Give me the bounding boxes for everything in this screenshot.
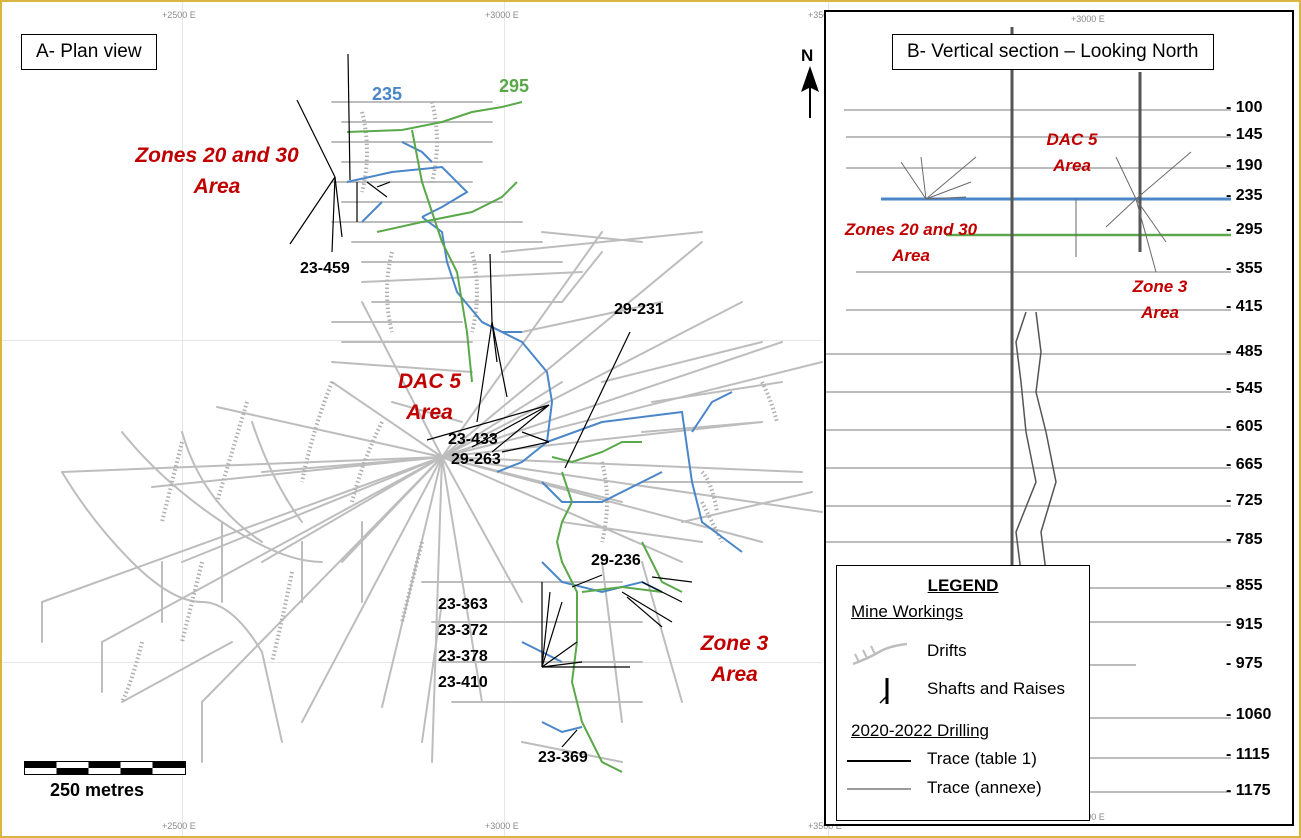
drill-traces-section [900, 151, 1192, 273]
level-depth-label: - 485 [1226, 343, 1263, 360]
coord-label: +3000 E [1071, 14, 1105, 24]
area-line: Zone 3 [1132, 277, 1188, 296]
north-arrow-label: N [801, 46, 814, 65]
level-depth-label: - 145 [1226, 126, 1263, 143]
area-line: Area [193, 175, 241, 198]
trace-table1-swatch [847, 760, 911, 762]
scale-bar: 250 metres [24, 761, 186, 800]
drillhole-label: 29-236 [591, 552, 641, 569]
level-depth-label: - 100 [1226, 99, 1263, 116]
area-line: Area [1141, 303, 1179, 322]
legend-item: Drifts [927, 641, 967, 660]
legend-item: Shafts and Raises [927, 679, 1065, 698]
zones-20-30-area-label: Zones 20 and 30 Area [122, 140, 312, 202]
level-295-label: 295 [499, 76, 530, 96]
level-depth-label: - 605 [1226, 418, 1263, 435]
section-zones-20-30-label: Zones 20 and 30 Area [836, 217, 986, 269]
legend-item: Trace (table 1) [927, 749, 1037, 768]
coord-label: +3000 E [485, 10, 519, 20]
legend-heading: Mine Workings [851, 602, 964, 621]
section-dac5-label: DAC 5 Area [1032, 127, 1112, 179]
coord-label: +2500 E [162, 821, 196, 831]
area-line: Area [892, 246, 930, 265]
drillhole-label: 23-372 [438, 622, 488, 639]
drillhole-label: 23-369 [538, 749, 588, 766]
area-line: Zones 20 and 30 [844, 220, 978, 239]
area-line: DAC 5 [1046, 130, 1098, 149]
scale-bar-label: 250 metres [50, 780, 145, 800]
area-line: DAC 5 [397, 370, 461, 393]
area-line: Zones 20 and 30 [135, 144, 299, 167]
level-depth-label: - 915 [1226, 616, 1263, 633]
drillhole-label: 23-378 [438, 648, 488, 665]
scale-bar-graphic [24, 761, 186, 775]
zone3-area-label: Zone 3 Area [687, 628, 782, 690]
drillhole-label: 29-231 [614, 301, 664, 318]
level-lines [826, 109, 1231, 793]
legend-item: Trace (annexe) [927, 778, 1042, 797]
area-line: Area [711, 663, 758, 686]
level-depth-label: - 1175 [1226, 782, 1271, 799]
plan-view-title: A- Plan view [21, 34, 157, 70]
legend-heading: 2020-2022 Drilling [851, 721, 989, 740]
north-arrow: N [799, 46, 821, 118]
north-arrow-icon [801, 66, 819, 118]
grid-line [2, 662, 822, 663]
level-depth-label: - 725 [1226, 492, 1263, 509]
level-depth-label: - 355 [1226, 260, 1263, 277]
grid-line [182, 2, 183, 836]
trace-annexe-swatch [847, 788, 911, 790]
area-line: Area [1053, 156, 1091, 175]
grid-line [2, 340, 822, 341]
level-depth-label: - 235 [1226, 187, 1263, 204]
dac5-area-label: DAC 5 Area [382, 366, 477, 428]
vertical-section-drawing [826, 27, 1231, 793]
drillhole-label: 23-433 [448, 431, 498, 448]
drifts-legend-icon [852, 642, 908, 666]
level-depth-label: - 855 [1226, 577, 1263, 594]
raises [1015, 311, 1057, 573]
level-depth-label: - 295 [1226, 221, 1263, 238]
section-zone3-label: Zone 3 Area [1120, 274, 1200, 326]
drillhole-label: 23-459 [300, 260, 350, 277]
plan-view-map [41, 53, 823, 773]
coord-label: +3500 E [808, 821, 842, 831]
legend-title: LEGEND [927, 576, 999, 595]
level-depth-label: - 190 [1226, 157, 1263, 174]
ramps-gray [120, 101, 779, 703]
level-depth-label: - 1060 [1226, 706, 1272, 723]
level-depth-label: - 665 [1226, 456, 1263, 473]
level-depth-label: - 1115 [1226, 746, 1270, 763]
shaft-legend-icon [879, 678, 889, 704]
legend: LEGEND Mine Workings Drifts Shafts and R… [836, 565, 1090, 821]
section-view-title: B- Vertical section – Looking North [892, 34, 1214, 70]
level-depth-label: - 975 [1226, 655, 1263, 672]
drillhole-label: 23-363 [438, 596, 488, 613]
coord-label: +3000 E [485, 821, 519, 831]
area-line: Zone 3 [700, 632, 769, 655]
drillhole-label: 23-410 [438, 674, 488, 691]
level-depth-label: - 545 [1226, 380, 1263, 397]
drill-traces [289, 53, 693, 748]
level-235-label: 235 [372, 84, 403, 104]
drillhole-label: 29-263 [451, 451, 501, 468]
level-depth-label: - 785 [1226, 531, 1263, 548]
coord-label: +2500 E [162, 10, 196, 20]
area-line: Area [406, 401, 453, 424]
level-depth-label: - 415 [1226, 298, 1263, 315]
level-295-workings [346, 101, 683, 773]
